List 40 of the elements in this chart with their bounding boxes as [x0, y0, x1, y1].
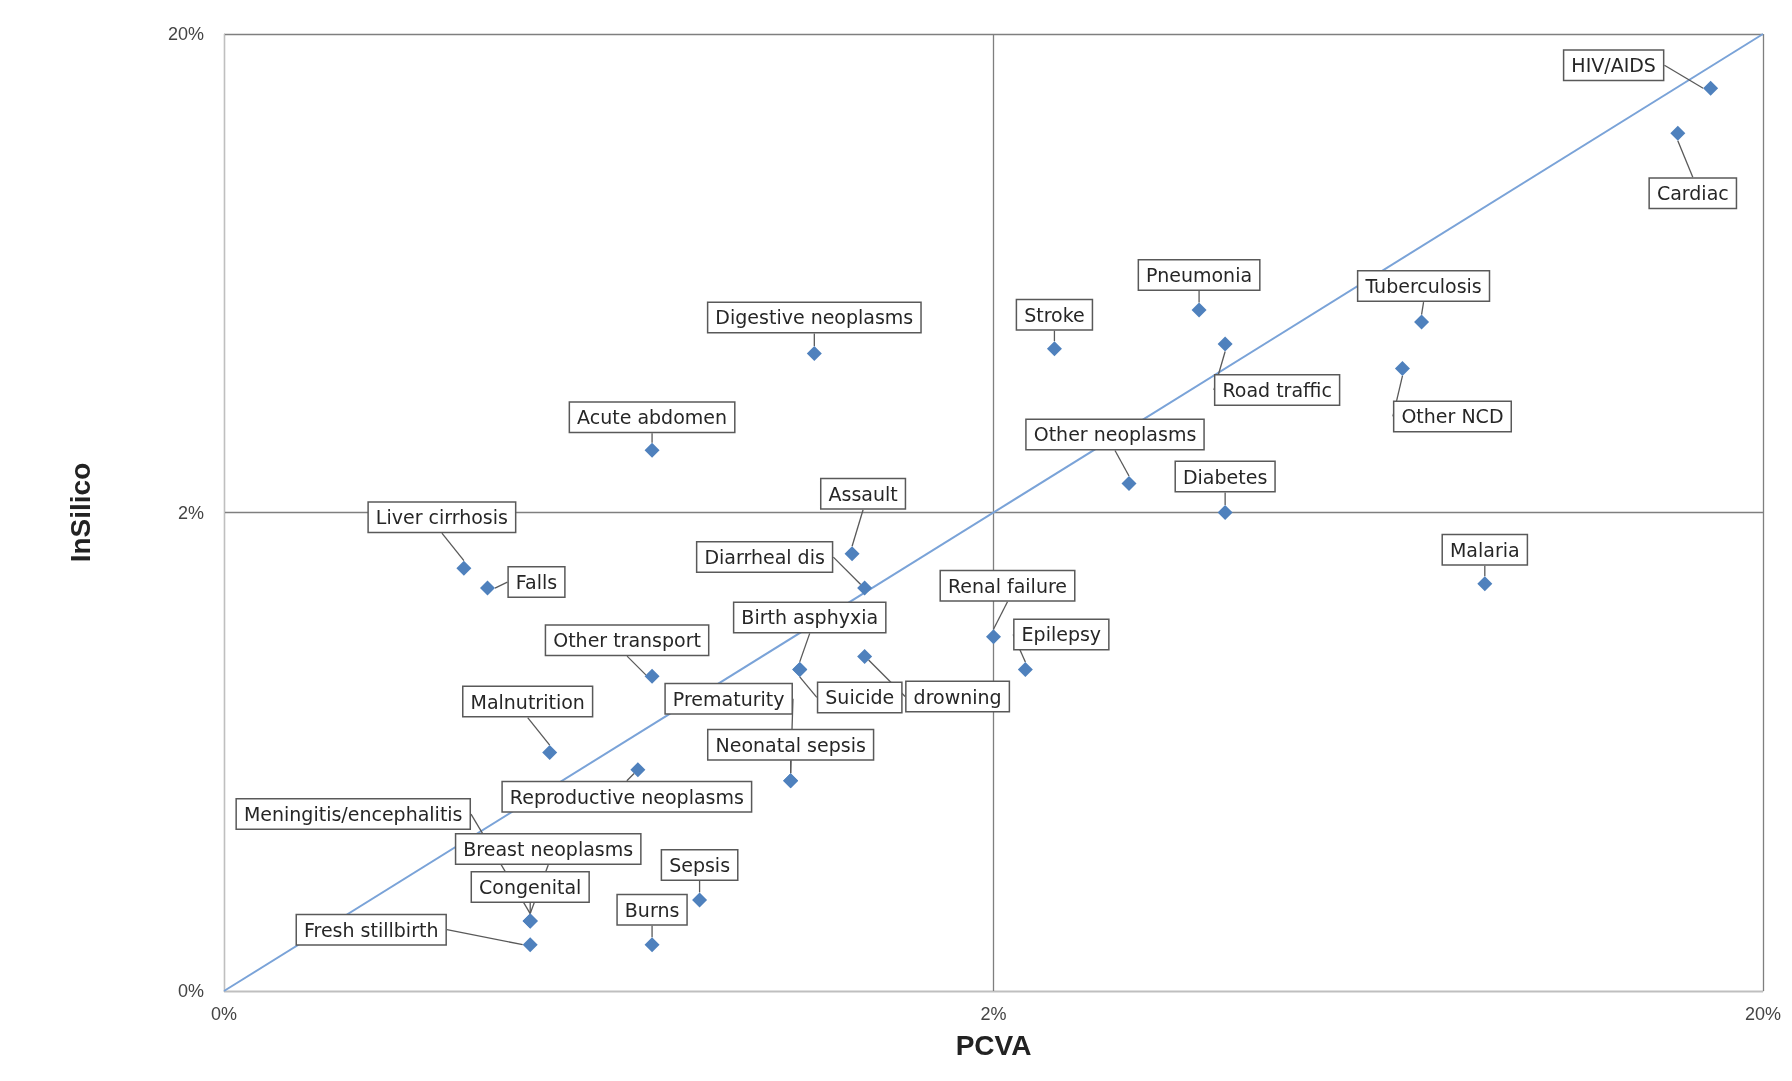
series-label: Diabetes	[1182, 465, 1268, 488]
series-label: Malaria	[1449, 538, 1520, 561]
x-tick-label: 0%	[210, 1004, 238, 1024]
text: Assault	[828, 482, 898, 505]
series-label: Tuberculosis	[1364, 275, 1482, 298]
y-axis-title: InSilico	[64, 462, 96, 563]
text: Liver cirrhosis	[375, 506, 508, 529]
text: Malnutrition	[470, 690, 585, 713]
text: Prematurity	[672, 687, 785, 710]
series-label: Sepsis	[669, 853, 731, 876]
series-label: Road traffic	[1222, 378, 1332, 401]
x-tick-label: 2%	[980, 1004, 1007, 1024]
series-label: Other NCD	[1401, 405, 1504, 428]
y-tick-label: 20%	[167, 24, 204, 44]
x-axis-title: PCVA	[955, 1029, 1032, 1061]
series-label: Epilepsy	[1021, 623, 1102, 646]
series-label: Suicide	[825, 686, 895, 709]
x-tick-label: 20%	[1744, 1004, 1781, 1024]
series-label: Congenital	[479, 876, 582, 899]
text: Other neoplasms	[1033, 423, 1197, 446]
series-label: Diarrheal dis	[704, 546, 825, 569]
series-label: Pneumonia	[1146, 263, 1253, 286]
text: Breast neoplasms	[463, 838, 634, 861]
text: Fresh stillbirth	[303, 918, 439, 941]
text: drowning	[913, 685, 1002, 708]
series-label: Reproductive neoplasms	[509, 785, 744, 808]
series-label: Acute abdomen	[577, 406, 728, 429]
series-label: Neonatal sepsis	[715, 733, 866, 756]
text: Meningitis/encephalitis	[243, 803, 463, 826]
y-tick-label: 2%	[177, 502, 204, 523]
series-label: Digestive neoplasms	[715, 306, 914, 329]
series-label: Stroke	[1024, 303, 1085, 326]
series-label: Other transport	[553, 629, 701, 652]
text: HIV/AIDS	[1571, 54, 1656, 77]
text: Birth asphyxia	[741, 606, 879, 629]
text: Renal failure	[947, 574, 1068, 597]
series-label: Burns	[624, 898, 680, 921]
y-tick-label: 0%	[177, 981, 204, 1001]
text: Cardiac	[1656, 182, 1729, 205]
series-label: Falls	[515, 571, 558, 594]
